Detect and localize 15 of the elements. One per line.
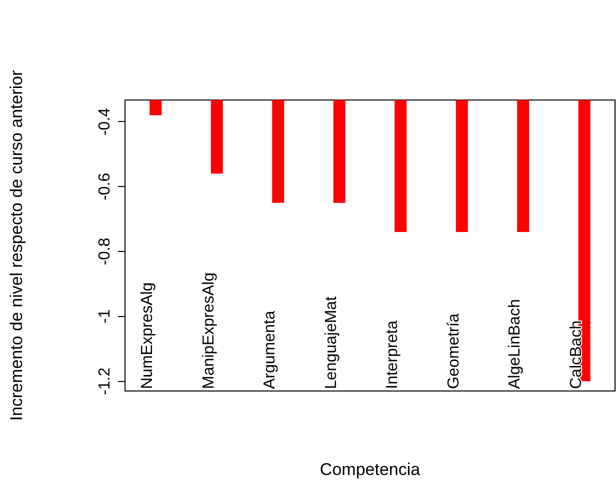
x-tick-label: Interpreta bbox=[384, 320, 402, 389]
y-tick-label: -0.4 bbox=[96, 108, 114, 136]
x-tick-label: NumExpresAlg bbox=[139, 282, 156, 389]
x-axis-title: Competencia bbox=[320, 460, 421, 479]
x-tick-label: CalcBach bbox=[568, 320, 585, 389]
y-tick-label: -1.2 bbox=[96, 367, 114, 396]
x-tick-label: Geometría bbox=[445, 313, 462, 389]
y-tick-label: -0.8 bbox=[96, 238, 114, 266]
y-tick-label: -1 bbox=[96, 309, 114, 324]
x-tick-label: ManipExpresAlg bbox=[200, 272, 218, 389]
x-tick-label: Argumenta bbox=[262, 310, 279, 389]
y-tick-label: -0.6 bbox=[96, 172, 114, 200]
x-tick-label: AlgeLinBach bbox=[506, 299, 524, 389]
x-tick-label: LenguajeMat bbox=[322, 296, 340, 389]
y-axis-title: Incremento de nivel respecto de curso anterior bbox=[7, 70, 26, 421]
